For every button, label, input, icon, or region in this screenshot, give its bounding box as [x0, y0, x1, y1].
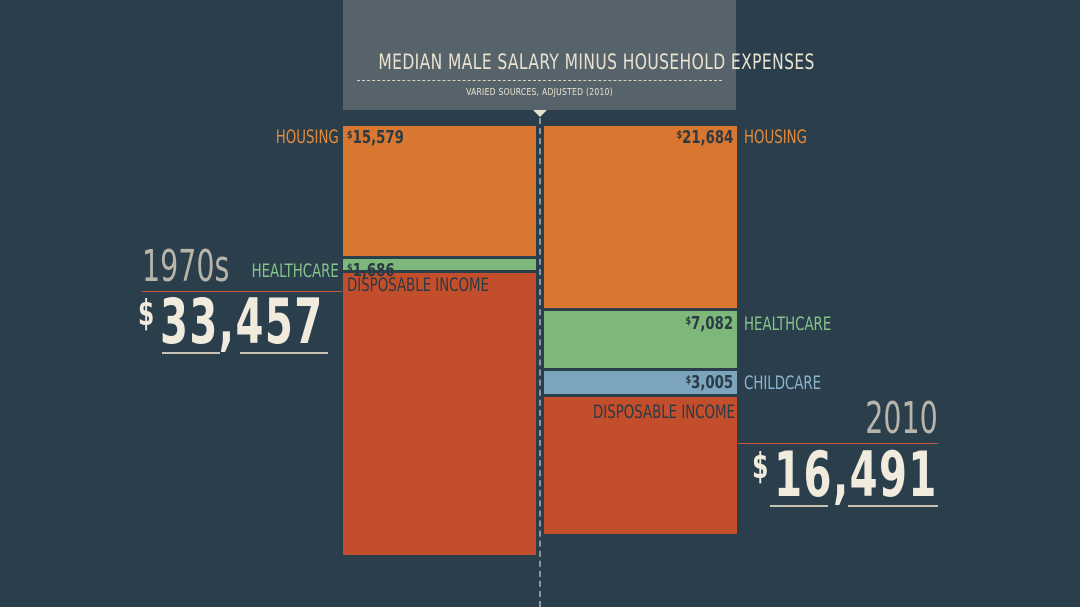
title-divider	[357, 80, 722, 81]
right-era-label: 2010	[865, 393, 938, 444]
left-total: $33,457	[138, 285, 324, 358]
right-healthcare-value: $7,082	[685, 313, 733, 334]
left-healthcare-amount: 1,686	[352, 259, 395, 281]
currency-sign: $	[685, 373, 691, 387]
right-healthcare-amount: 7,082	[690, 312, 733, 334]
left-healthcare-bar	[343, 258, 536, 271]
currency-sign: $	[752, 446, 771, 487]
right-childcare-label: CHILDCARE	[744, 372, 822, 395]
right-healthcare-bar	[544, 310, 737, 369]
pointer-triangle-icon	[533, 110, 547, 117]
left-era-rule	[142, 291, 342, 292]
left-total-underline	[162, 352, 220, 354]
right-total-underline	[848, 505, 938, 507]
left-era-label: 1970s	[142, 241, 230, 292]
left-healthcare-value: $1,686	[347, 260, 395, 281]
right-healthcare-label: HEALTHCARE	[744, 312, 832, 335]
title-panel: MEDIAN MALE SALARY MINUS HOUSEHOLD EXPEN…	[343, 0, 815, 110]
left-housing-value: $15,579	[347, 127, 404, 148]
left-housing-amount: 15,579	[352, 127, 404, 148]
left-housing-label: HOUSING	[276, 126, 339, 148]
left-housing-bar	[343, 126, 536, 256]
left-disposable-label: DISPOSABLE INCOME	[347, 274, 489, 297]
right-total-underline	[770, 505, 828, 507]
left-disposable-bar	[343, 273, 536, 556]
right-housing-value: $21,684	[676, 127, 733, 148]
left-total-amount: 33,457	[159, 285, 324, 358]
right-childcare-amount: 3,005	[690, 372, 733, 394]
right-disposable-label: DISPOSABLE INCOME	[593, 400, 735, 423]
right-disposable-bar	[544, 396, 737, 535]
currency-sign: $	[347, 128, 353, 141]
right-housing-amount: 21,684	[681, 127, 733, 148]
center-divider	[539, 118, 541, 607]
chart-title: MEDIAN MALE SALARY MINUS HOUSEHOLD EXPEN…	[378, 50, 815, 74]
right-childcare-value: $3,005	[685, 372, 733, 393]
currency-sign: $	[138, 293, 156, 334]
currency-sign: $	[347, 260, 353, 274]
right-childcare-bar	[544, 371, 737, 394]
right-housing-bar	[544, 126, 737, 308]
left-total-underline	[240, 352, 328, 354]
right-total: $16,491	[752, 438, 938, 511]
currency-sign: $	[676, 128, 682, 141]
right-housing-label: HOUSING	[744, 126, 807, 148]
right-era-rule	[738, 443, 938, 444]
left-healthcare-label: HEALTHCARE	[251, 259, 339, 282]
right-total-amount: 16,491	[774, 438, 938, 511]
currency-sign: $	[685, 313, 691, 327]
chart-subtitle: VARIED SOURCES, ADJUSTED (2010)	[466, 87, 613, 98]
